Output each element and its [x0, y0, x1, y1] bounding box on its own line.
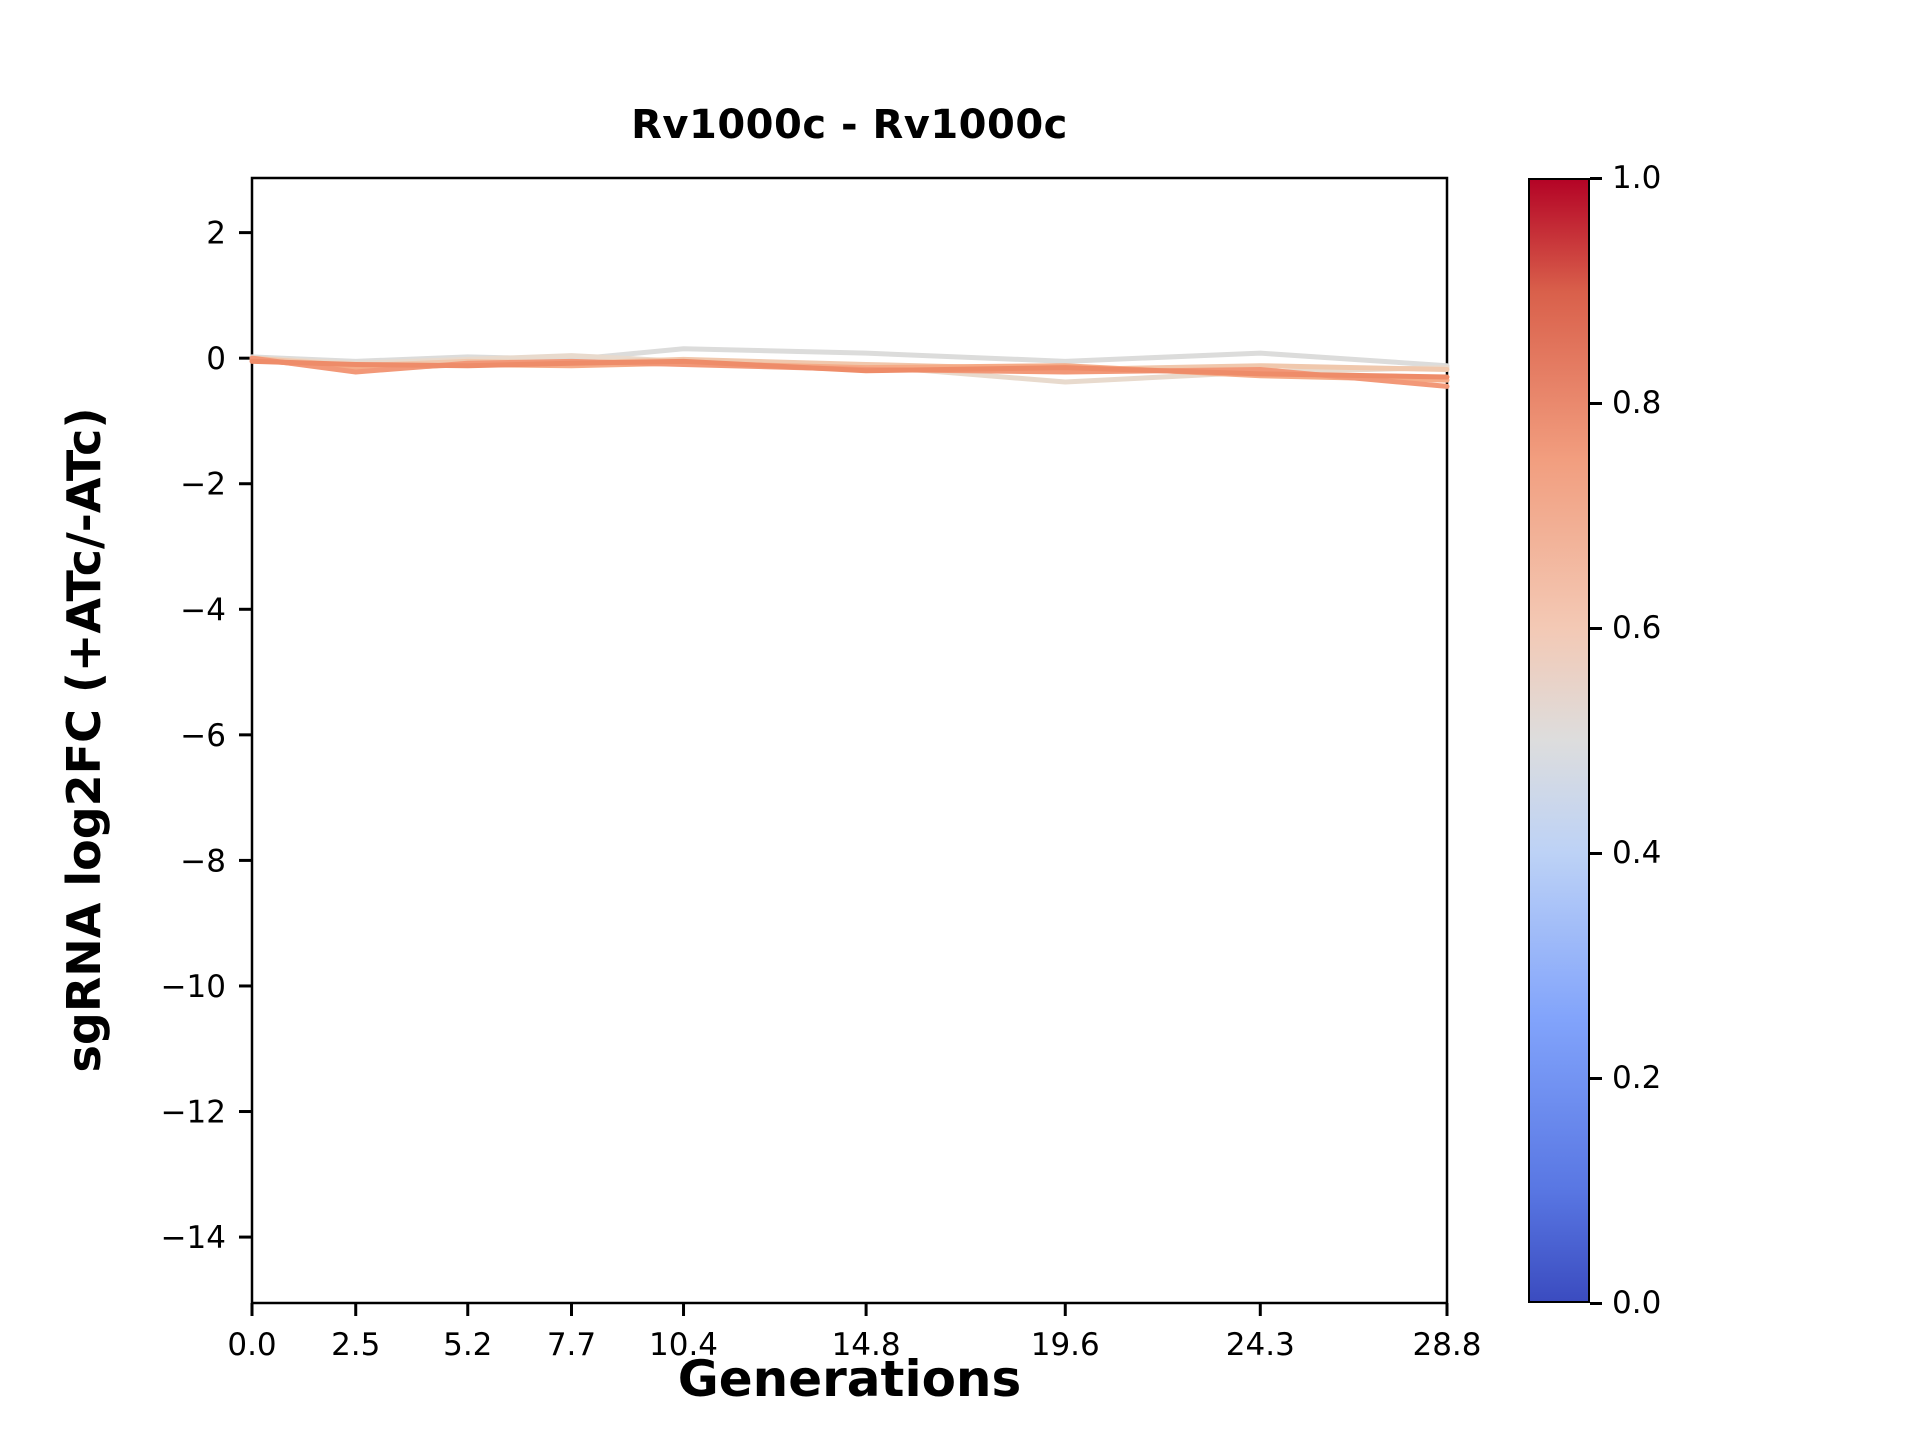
y-tick-label: −12: [161, 1095, 226, 1131]
x-tick-label: 10.4: [649, 1327, 718, 1363]
plot-border: [250, 176, 1449, 1305]
chart-title: Rv1000c - Rv1000c: [631, 102, 1068, 148]
colorbar-tick-label: 0.2: [1612, 1060, 1662, 1096]
x-tick-label: 28.8: [1412, 1327, 1481, 1363]
colorbar-tick-label: 0.4: [1612, 835, 1662, 871]
colorbar-tick-label: 0.8: [1612, 385, 1662, 421]
x-tick-label: 0.0: [227, 1327, 276, 1363]
colorbar-tick: [1590, 1076, 1602, 1080]
colorbar-tick: [1590, 401, 1602, 405]
x-tick-label: 24.3: [1226, 1327, 1295, 1363]
x-tick-label: 7.7: [547, 1327, 596, 1363]
y-tick-label: −10: [161, 969, 226, 1005]
y-tick-label: 0: [206, 341, 226, 377]
sgrna-line: [249, 358, 1450, 380]
colorbar-tick: [1590, 626, 1602, 630]
x-axis-label: Generations: [677, 1350, 1022, 1408]
colorbar-tick-label: 0.0: [1612, 1285, 1662, 1321]
colorbar-tick-label: 0.6: [1612, 610, 1662, 646]
y-tick-label: 2: [206, 216, 226, 252]
y-tick-label: −14: [161, 1220, 226, 1256]
colorbar-gradient: [1528, 178, 1590, 1303]
colorbar-tick: [1590, 176, 1602, 180]
x-tick-label: 14.8: [832, 1327, 901, 1363]
x-tick-label: 2.5: [331, 1327, 380, 1363]
colorbar-tick: [1590, 851, 1602, 855]
x-tick-label: 19.6: [1031, 1327, 1100, 1363]
colorbar-tick: [1590, 1301, 1602, 1305]
y-tick-label: −2: [180, 467, 226, 503]
y-tick-label: −4: [180, 592, 226, 628]
x-tick-label: 5.2: [443, 1327, 492, 1363]
y-tick-label: −6: [180, 718, 226, 754]
y-tick-label: −8: [180, 843, 226, 879]
colorbar-tick-label: 1.0: [1612, 160, 1662, 196]
